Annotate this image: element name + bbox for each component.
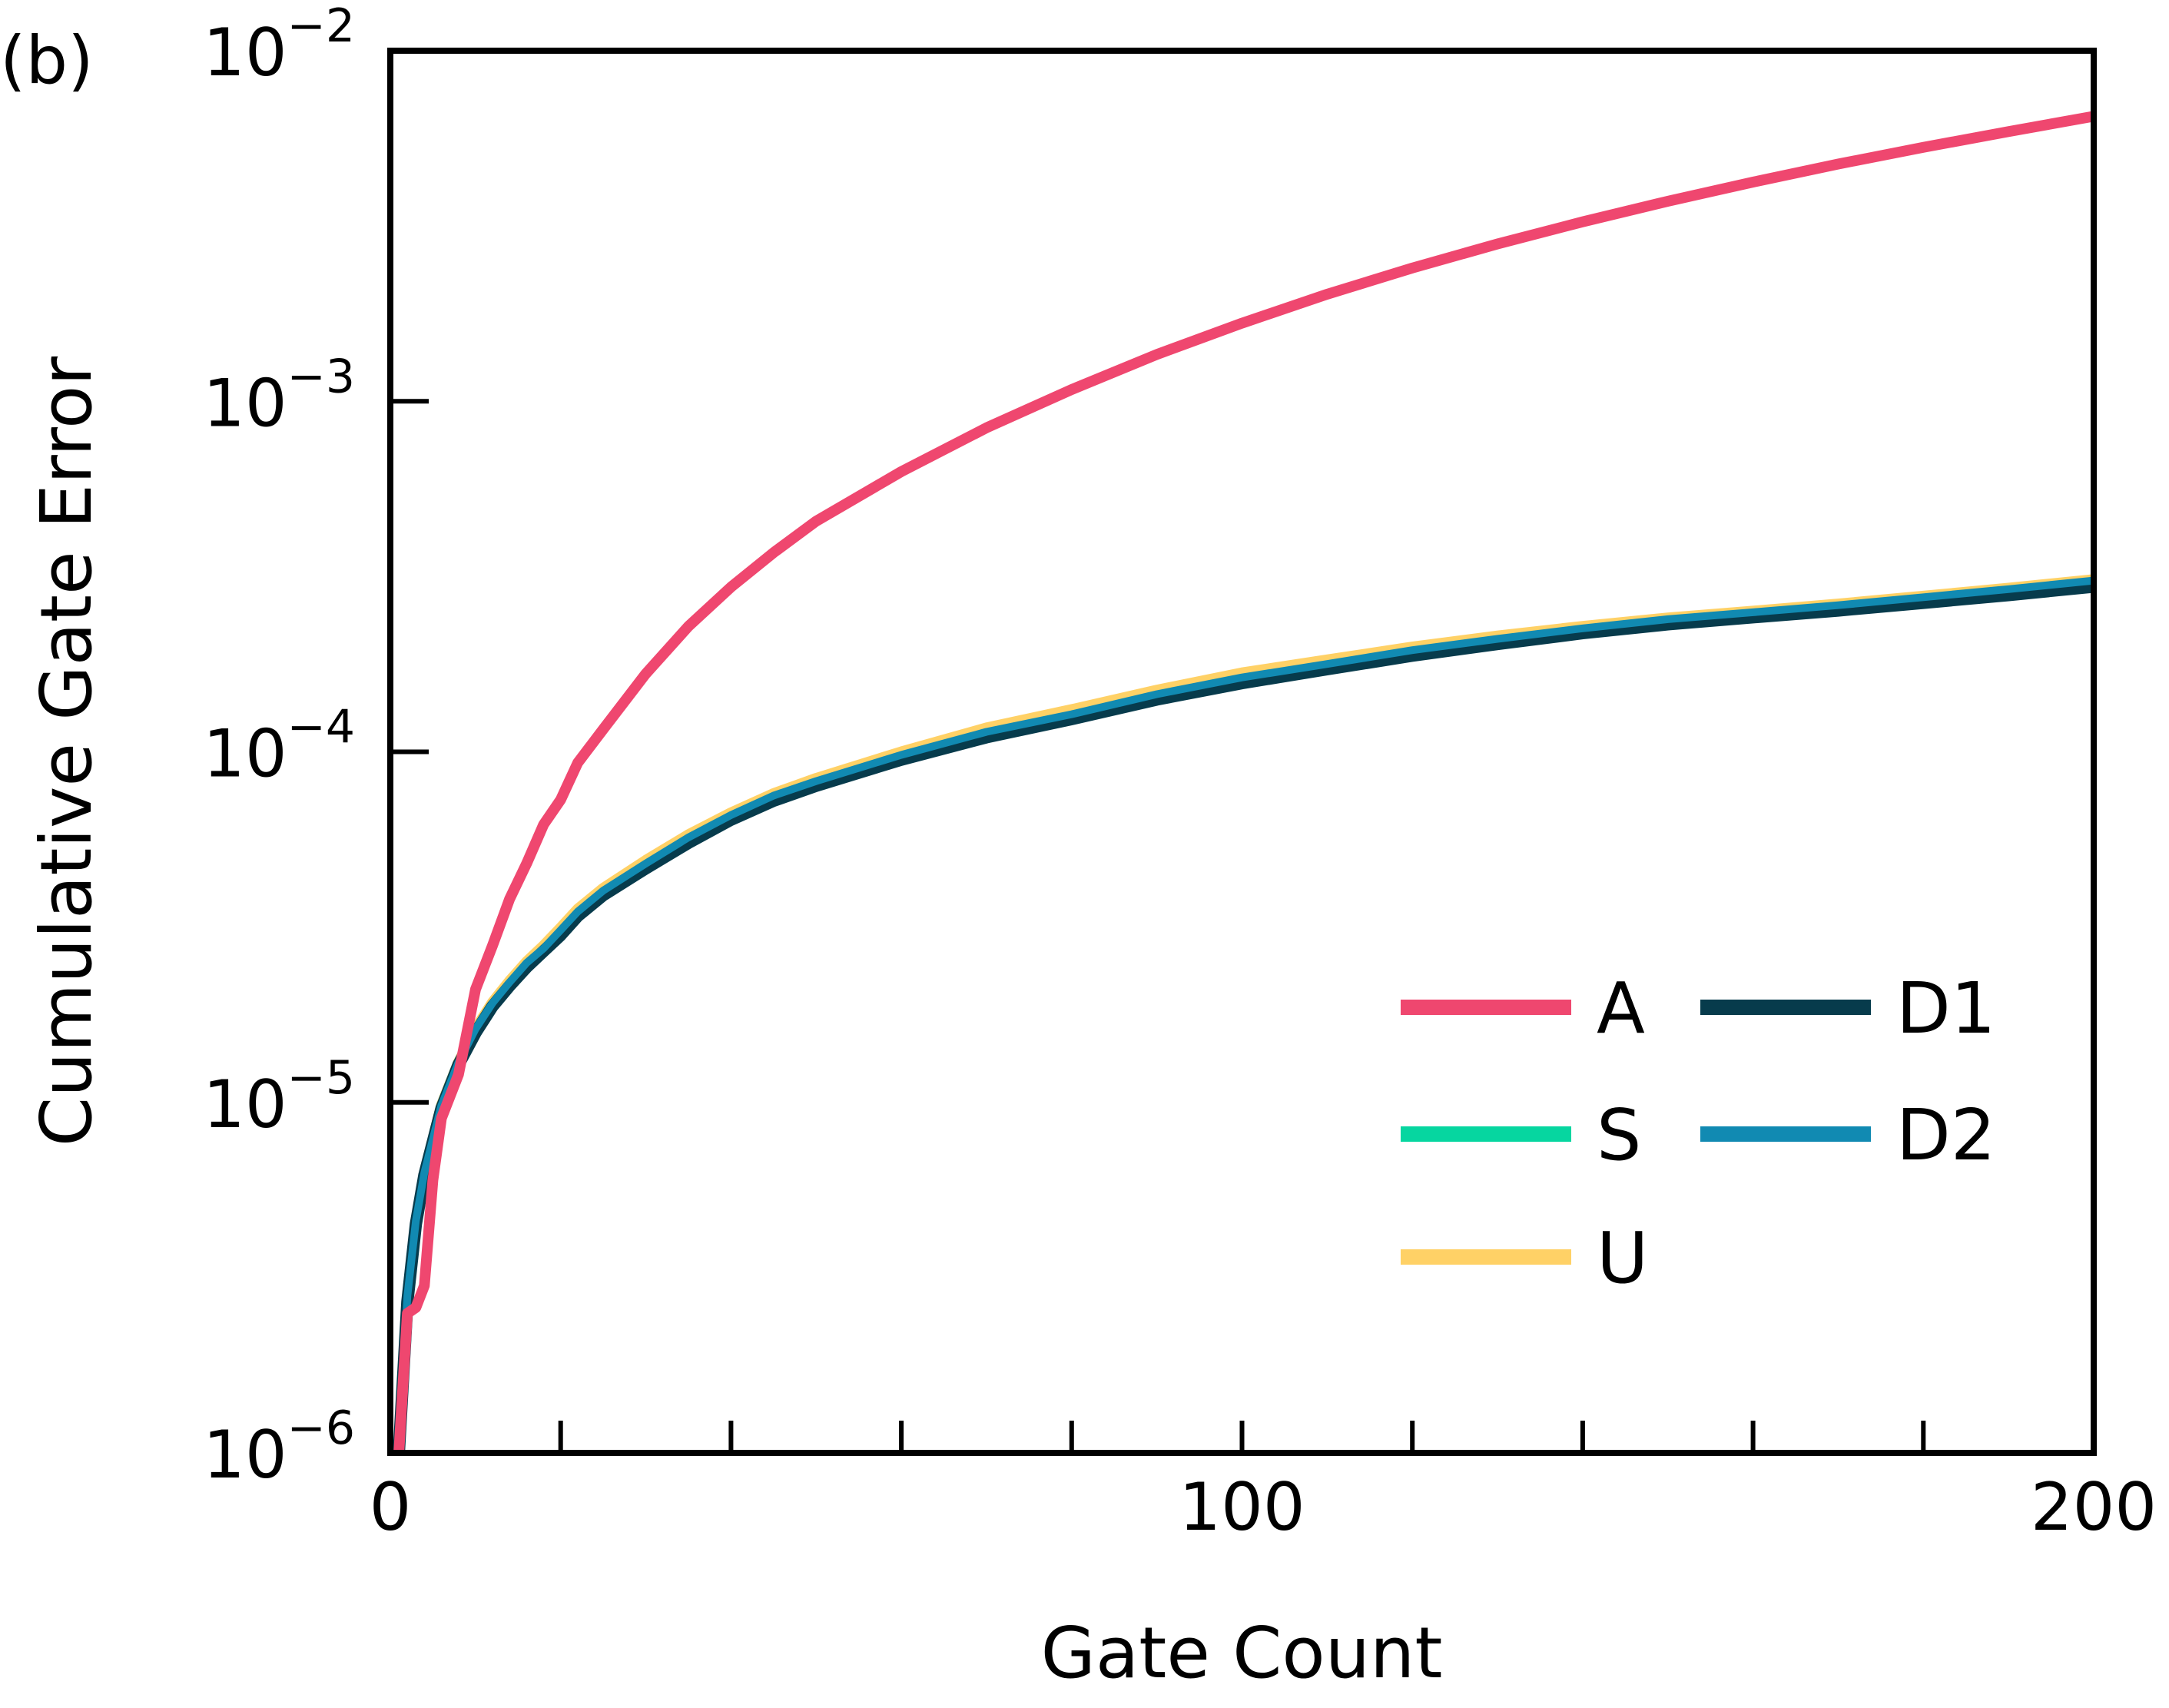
- x-tick-label: 100: [1179, 1469, 1305, 1546]
- legend-label-d2: D2: [1896, 1094, 1995, 1176]
- y-tick-label-base: 10: [203, 716, 287, 793]
- legend-label-d1: D1: [1896, 967, 1995, 1050]
- legend-label-a: A: [1597, 967, 1645, 1050]
- series-line-d1: [393, 580, 2094, 1454]
- y-tick-label-exponent: −4: [287, 701, 355, 755]
- legend-label-u: U: [1597, 1217, 1648, 1299]
- y-tick-label: 10−4: [203, 701, 355, 793]
- y-tick-label: 10−3: [203, 350, 355, 442]
- y-tick-label-exponent: −6: [287, 1401, 355, 1455]
- y-tick-label: 10−6: [203, 1401, 355, 1494]
- series-line-s: [393, 575, 2094, 1454]
- y-axis-label: Cumulative Gate Error: [25, 357, 108, 1146]
- x-tick-label: 200: [2031, 1469, 2157, 1546]
- y-tick-label-exponent: −3: [287, 350, 355, 403]
- series-line-a: [393, 111, 2095, 1454]
- legend: ASU D1 D2: [1401, 967, 1995, 1299]
- y-tick-label-exponent: −2: [287, 0, 355, 53]
- y-tick-label: 10−2: [203, 0, 355, 91]
- series-line-u: [393, 574, 2094, 1454]
- legend-label-s: S: [1597, 1094, 1641, 1176]
- plot-frame: [387, 48, 2097, 1456]
- y-tick-label-base: 10: [203, 365, 287, 442]
- y-tick-label-base: 10: [203, 1066, 287, 1143]
- y-tick-label-base: 10: [203, 1417, 287, 1494]
- y-tick-label: 10−5: [203, 1051, 355, 1143]
- x-axis-label: Gate Count: [1041, 1612, 1443, 1694]
- series-line-d2: [395, 576, 2094, 1454]
- y-tick-label-base: 10: [203, 15, 287, 91]
- series-layer: [393, 111, 2095, 1454]
- x-tick-label: 0: [370, 1469, 412, 1546]
- y-tick-label-exponent: −5: [287, 1051, 355, 1105]
- panel-label: (b): [0, 22, 94, 99]
